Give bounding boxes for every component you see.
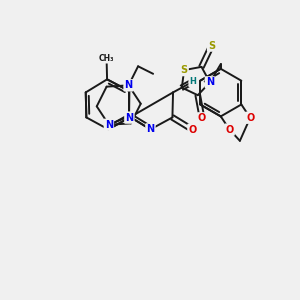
Text: N: N: [206, 77, 214, 87]
Text: O: O: [188, 125, 196, 135]
Text: H: H: [189, 77, 196, 86]
Text: S: S: [208, 40, 215, 51]
Text: N: N: [125, 112, 134, 123]
Text: N: N: [124, 80, 133, 90]
Text: N: N: [105, 120, 113, 130]
Text: O: O: [226, 124, 234, 135]
Text: N: N: [146, 124, 154, 134]
Text: O: O: [246, 113, 254, 123]
Text: S: S: [181, 65, 188, 75]
Text: CH₃: CH₃: [99, 54, 114, 63]
Text: O: O: [198, 113, 206, 123]
